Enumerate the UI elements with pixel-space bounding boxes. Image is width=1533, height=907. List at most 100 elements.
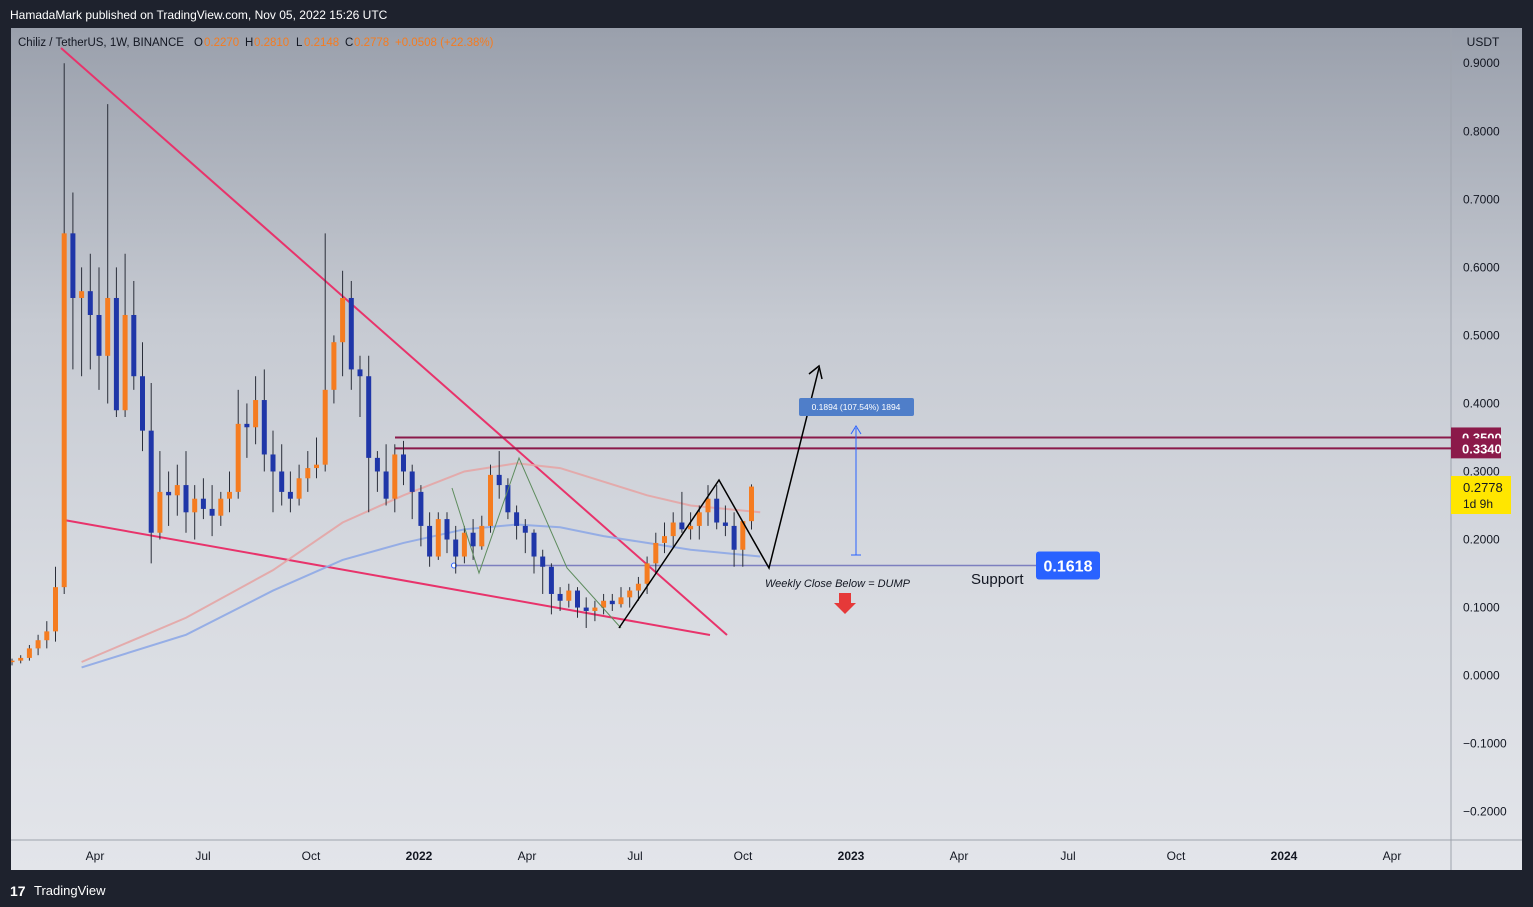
candle-down bbox=[575, 590, 580, 608]
candle-down bbox=[70, 233, 76, 298]
tradingview-logo-icon: 17 bbox=[10, 883, 26, 899]
candle-up bbox=[740, 521, 746, 550]
candle-down bbox=[731, 525, 737, 550]
candle-up bbox=[227, 491, 232, 499]
candle-down bbox=[261, 400, 267, 455]
candle-layer bbox=[9, 63, 754, 666]
candle-up bbox=[296, 478, 302, 499]
bottom-bar: 17 TradingView bbox=[0, 870, 1533, 907]
candle-down bbox=[714, 498, 720, 523]
candle-up bbox=[192, 498, 198, 513]
candle-up bbox=[174, 485, 180, 496]
candle-down bbox=[374, 457, 380, 472]
candle-down bbox=[401, 454, 406, 472]
candle-up bbox=[653, 542, 659, 564]
axis-layer: USDT 0.9000 0.8000 0.7000 0.6000 0.5000 0.4000… bbox=[86, 35, 1507, 863]
legend-l-value: 0.2148 bbox=[304, 37, 339, 49]
candle-up bbox=[618, 597, 624, 605]
x-tick-label: Apr bbox=[950, 849, 969, 863]
candle-up bbox=[340, 297, 346, 343]
candle-up bbox=[670, 522, 676, 537]
x-tick-label: Oct bbox=[1167, 849, 1186, 863]
legend-c-value: 0.2778 bbox=[354, 37, 389, 49]
y-tick-label: 0.9000 bbox=[1463, 56, 1500, 70]
candle-down bbox=[583, 607, 589, 611]
candle-down bbox=[348, 297, 354, 370]
candle-down bbox=[609, 600, 615, 605]
candle-up bbox=[18, 657, 24, 661]
x-tick-label: Jul bbox=[195, 849, 210, 863]
candle-up bbox=[435, 519, 441, 557]
candle-down bbox=[557, 593, 563, 601]
candle-up bbox=[461, 532, 467, 557]
legend-o-label: O bbox=[194, 37, 203, 49]
candle-down bbox=[444, 519, 450, 540]
candle-up bbox=[566, 590, 572, 601]
y-tick-label: 0.2000 bbox=[1463, 533, 1500, 547]
legend-symbol: Chiliz / TetherUS, 1W, BINANCE bbox=[18, 37, 184, 49]
candle-up bbox=[479, 525, 485, 547]
candle-up bbox=[218, 498, 224, 516]
annotation-layer: 0.1894 (107.54%) 1894 Weekly Close Below … bbox=[451, 364, 1024, 629]
candle-down bbox=[514, 512, 520, 526]
candle-down bbox=[531, 532, 537, 557]
projection-arrowhead bbox=[808, 364, 823, 380]
projection-path bbox=[618, 367, 820, 629]
candle-down bbox=[470, 532, 476, 547]
candle-down bbox=[140, 376, 145, 431]
legend-h-label: H bbox=[245, 37, 253, 49]
legend-o-value: 0.2270 bbox=[204, 37, 239, 49]
chart-frame[interactable]: 0.3500 0.3340 0.1618 0.2778 1d 9h 0.1894 (10… bbox=[9, 28, 1522, 870]
x-tick-label: 2022 bbox=[406, 849, 433, 863]
candle-down bbox=[548, 566, 554, 594]
current-price-label: 0.2778 bbox=[1463, 480, 1503, 495]
candle-down bbox=[287, 491, 293, 499]
candle-up bbox=[662, 536, 667, 543]
y-tick-label: −0.1000 bbox=[1463, 737, 1507, 751]
candle-up bbox=[627, 590, 633, 598]
current-price-countdown: 1d 9h bbox=[1463, 497, 1493, 511]
legend-c-label: C bbox=[345, 37, 353, 49]
candle-up bbox=[749, 486, 754, 522]
candle-up bbox=[688, 525, 694, 530]
candle-up bbox=[696, 512, 702, 526]
y-tick-label: 0.3000 bbox=[1463, 464, 1500, 478]
top-bar: HamadaMark published on TradingView.com,… bbox=[0, 0, 1533, 28]
support-value-tag bbox=[1036, 551, 1100, 580]
y-tick-label: 0.7000 bbox=[1463, 192, 1500, 206]
legend-l-label: L bbox=[296, 37, 303, 49]
candle-up bbox=[322, 389, 328, 465]
measure-arrowhead bbox=[850, 425, 862, 435]
trendline-layer bbox=[60, 47, 728, 636]
candle-down bbox=[183, 485, 189, 513]
measure-label-box bbox=[799, 398, 914, 416]
candle-up bbox=[105, 297, 111, 356]
candle-down bbox=[427, 525, 433, 557]
candle-up bbox=[705, 498, 711, 513]
current-price-tag bbox=[1451, 476, 1511, 514]
candle-down bbox=[540, 556, 546, 567]
x-tick-label: Jul bbox=[627, 849, 642, 863]
pattern-zigzag-green bbox=[451, 456, 622, 629]
candle-up bbox=[601, 600, 607, 608]
x-tick-label: Apr bbox=[1383, 849, 1402, 863]
measure-label: 0.1894 (107.54%) 1894 bbox=[812, 402, 901, 412]
candle-up bbox=[79, 291, 85, 298]
candle-down bbox=[209, 508, 215, 516]
candle-down bbox=[113, 297, 119, 411]
candle-up bbox=[635, 583, 641, 591]
candle-down bbox=[279, 471, 285, 492]
x-tick-label: Jul bbox=[1060, 849, 1075, 863]
publisher-line: HamadaMark published on TradingView.com,… bbox=[10, 8, 388, 22]
brand-name: TradingView bbox=[34, 883, 106, 898]
candle-down bbox=[505, 485, 511, 513]
y-tick-label: 0.5000 bbox=[1463, 328, 1500, 342]
candle-down bbox=[166, 491, 172, 496]
x-tick-label: Apr bbox=[518, 849, 537, 863]
candle-down bbox=[270, 454, 276, 472]
wedge-lower-trendline bbox=[63, 519, 711, 636]
candle-down bbox=[453, 539, 459, 557]
resistance-tag-lower-label: 0.3340 bbox=[1462, 441, 1502, 456]
